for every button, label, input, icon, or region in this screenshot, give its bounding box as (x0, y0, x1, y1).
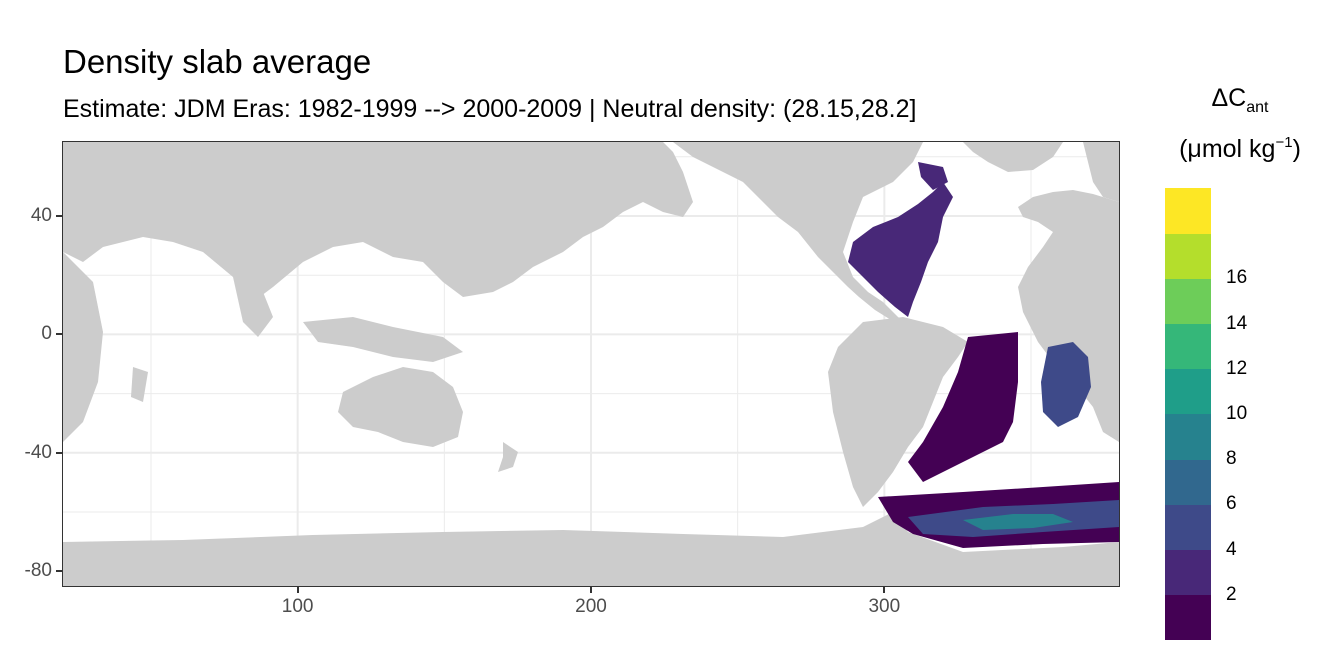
y-tick-label: -40 (24, 441, 52, 463)
land-south-america (828, 317, 968, 507)
legend-label: 6 (1226, 493, 1237, 515)
land-mass (63, 142, 1119, 586)
land-europe-africa (1018, 190, 1119, 442)
y-tick-mark (56, 215, 62, 217)
land-indonesia (303, 317, 463, 362)
y-tick-mark (56, 570, 62, 573)
land-africa-west-edge (63, 252, 103, 442)
legend-swatch (1165, 278, 1211, 325)
legend-label: 4 (1226, 538, 1237, 560)
land-new-zealand (498, 442, 518, 472)
land-north-america (673, 142, 938, 347)
land-eurasia (63, 142, 693, 302)
legend-swatch (1165, 594, 1211, 641)
tracer-south-atlantic (908, 332, 1018, 482)
legend-swatch (1165, 549, 1211, 596)
legend-swatch (1165, 233, 1211, 279)
x-tick-label: 200 (575, 596, 607, 617)
legend-swatch (1165, 459, 1211, 505)
legend-label: 10 (1226, 403, 1248, 424)
tracer-north-atlantic (848, 182, 953, 317)
map-panel (62, 141, 1120, 587)
legend-label: 12 (1226, 357, 1248, 379)
x-tick-mark (590, 587, 592, 593)
y-tick-label: 0 (41, 323, 52, 345)
chart-subtitle: Estimate: JDM Eras: 1982-1999 --> 2000-2… (63, 95, 917, 123)
tracer-field (848, 162, 1119, 548)
x-tick-mark (883, 587, 886, 593)
legend-swatch (1165, 188, 1211, 234)
land-greenland (963, 142, 1063, 172)
x-tick-label: 100 (281, 596, 314, 617)
legend-label: 2 (1226, 583, 1237, 605)
land-arctic-east (1083, 142, 1119, 202)
legend-swatch (1165, 323, 1211, 370)
legend-title: ΔCant (1211, 84, 1269, 116)
land-antarctica (63, 512, 1119, 586)
x-tick-mark (296, 587, 299, 593)
legend-label: 16 (1226, 267, 1248, 289)
y-tick-label: 40 (30, 205, 52, 226)
legend-label: 14 (1226, 312, 1248, 334)
y-tick-mark (56, 333, 62, 336)
y-tick-mark (56, 451, 62, 454)
legend-swatch (1165, 368, 1211, 415)
land-australia (338, 367, 463, 447)
legend-label: 8 (1226, 448, 1237, 470)
y-tick-label: -80 (24, 560, 52, 582)
legend-unit: (μmol kg−1) (1179, 134, 1301, 163)
legend-colorbar (1165, 188, 1211, 641)
legend-swatch (1165, 414, 1211, 460)
land-india (233, 277, 273, 337)
chart-title: Density slab average (63, 43, 372, 80)
land-madagascar (131, 367, 148, 402)
tracer-southern-core (963, 514, 1073, 530)
x-tick-label: 300 (868, 596, 901, 617)
tracer-indian-patch (1041, 342, 1091, 427)
legend-swatch (1165, 504, 1211, 551)
map-plot (63, 142, 1119, 586)
tracer-labrador (918, 162, 948, 190)
